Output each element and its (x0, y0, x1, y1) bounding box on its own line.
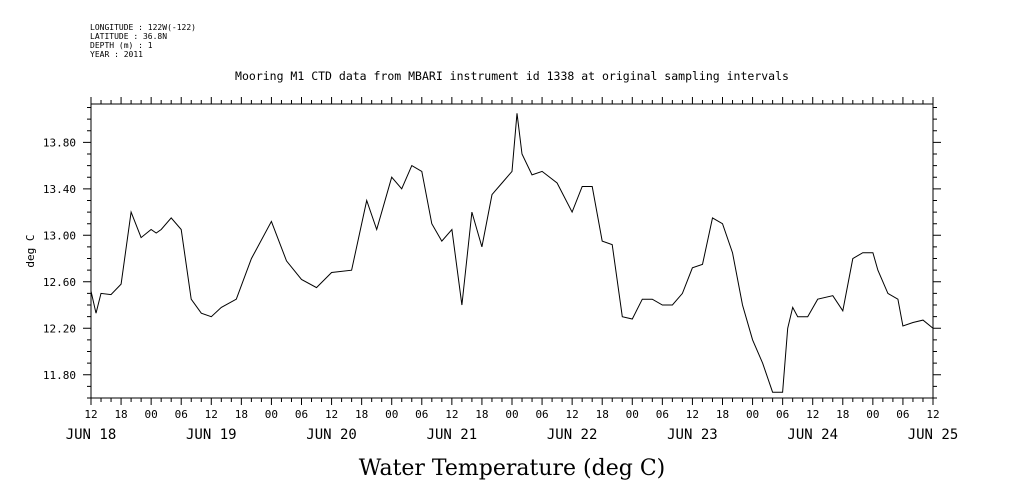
x-hour-label: 00 (145, 408, 158, 421)
x-hour-label: 00 (265, 408, 278, 421)
x-date-label: JUN 23 (667, 427, 718, 443)
x-hour-label: 00 (505, 408, 518, 421)
x-date-label: JUN 24 (787, 427, 838, 443)
x-hour-label: 12 (686, 408, 699, 421)
x-hour-label: 00 (866, 408, 879, 421)
x-hour-label: 06 (415, 408, 428, 421)
x-tick-labels: 12 18 00 06 12 18 00 06 12 18 00 06 12 18 00 06 12 18 00 06… (66, 408, 959, 443)
y-tick-labels: 13.80 13.40 13.00 12.60 12.20 11.80 (43, 136, 76, 381)
x-hour-label: 18 (716, 408, 729, 421)
x-hour-label: 12 (806, 408, 819, 421)
x-hour-label: 12 (926, 408, 939, 421)
x-hour-label: 12 (325, 408, 338, 421)
x-hour-label: 06 (656, 408, 669, 421)
x-axis-title: Water Temperature (deg C) (359, 456, 666, 481)
y-axis-label: deg C (24, 234, 37, 267)
y-tick-label: 12.60 (43, 276, 76, 289)
x-hour-label: 18 (475, 408, 488, 421)
x-hour-label: 12 (84, 408, 97, 421)
x-hour-label: 12 (566, 408, 579, 421)
y-tick-label: 13.80 (43, 136, 76, 149)
x-hour-label: 18 (114, 408, 127, 421)
x-date-label: JUN 18 (66, 427, 117, 443)
x-hour-label: 06 (896, 408, 909, 421)
x-hour-label: 06 (175, 408, 188, 421)
y-tick-label: 11.80 (43, 369, 76, 382)
x-hour-label: 18 (836, 408, 849, 421)
x-hour-label: 12 (205, 408, 218, 421)
x-hour-label: 00 (385, 408, 398, 421)
x-date-label: JUN 22 (547, 427, 598, 443)
x-hour-label: 12 (445, 408, 458, 421)
x-hour-label: 18 (235, 408, 248, 421)
x-hour-label: 06 (295, 408, 308, 421)
axis-tick-marks (83, 97, 941, 405)
chart-title: Mooring M1 CTD data from MBARI instrumen… (235, 69, 789, 83)
y-tick-label: 13.40 (43, 183, 76, 196)
x-date-label: JUN 19 (186, 427, 237, 443)
y-tick-label: 12.20 (43, 322, 76, 335)
x-hour-label: 06 (535, 408, 548, 421)
x-hour-label: 00 (626, 408, 639, 421)
x-date-label: JUN 21 (427, 427, 478, 443)
x-hour-label: 00 (746, 408, 759, 421)
meta-year: YEAR : 2011 (90, 50, 143, 59)
x-hour-label: 06 (776, 408, 789, 421)
x-date-label: JUN 25 (908, 427, 959, 443)
plot-frame (90, 103, 934, 399)
metadata-block: LONGITUDE : 122W(-122) LATITUDE : 36.8N … (90, 23, 196, 59)
water-temperature-series-line (90, 113, 934, 393)
x-hour-label: 18 (596, 408, 609, 421)
axis-ticks (83, 97, 941, 405)
x-hour-label: 18 (355, 408, 368, 421)
meta-depth: DEPTH (m) : 1 (90, 41, 153, 50)
y-tick-label: 13.00 (43, 229, 76, 242)
x-date-label: JUN 20 (306, 427, 357, 443)
meta-longitude: LONGITUDE : 122W(-122) (90, 23, 196, 32)
meta-latitude: LATITUDE : 36.8N (90, 32, 167, 41)
